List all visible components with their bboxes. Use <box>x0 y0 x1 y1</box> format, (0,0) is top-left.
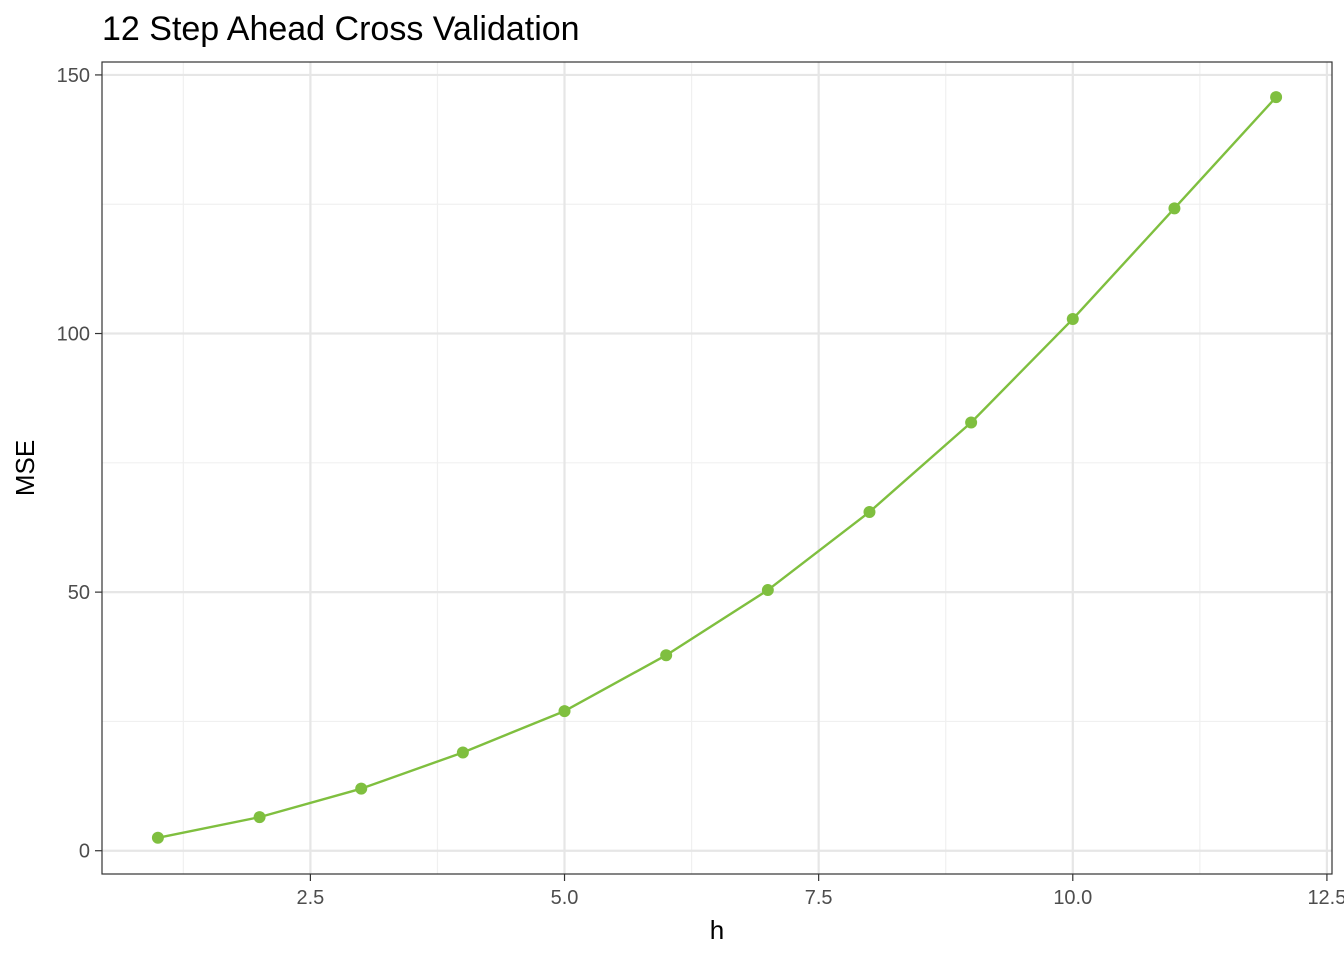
panel-border <box>101 61 1333 875</box>
data-point <box>1168 202 1181 215</box>
series-line <box>157 96 1277 839</box>
x-tick-label: 7.5 <box>805 887 833 909</box>
x-axis-title: h <box>710 915 724 945</box>
minor-grid <box>102 62 1332 874</box>
data-point <box>558 705 571 718</box>
major-grid <box>102 62 1332 874</box>
x-tick-label: 10.0 <box>1053 887 1092 909</box>
x-tick-label: 12.5 <box>1307 887 1344 909</box>
data-point <box>863 505 876 518</box>
series-layer <box>151 91 1283 844</box>
data-point <box>660 649 673 662</box>
y-tick-label: 50 <box>68 582 90 604</box>
y-tick-label: 150 <box>57 65 90 87</box>
y-axis: 0 50 100 150 <box>57 65 102 863</box>
chart-title: 12 Step Ahead Cross Validation <box>102 10 580 48</box>
data-point <box>151 831 164 844</box>
data-point <box>761 584 774 597</box>
data-point <box>1066 313 1079 326</box>
data-point <box>355 782 368 795</box>
data-point <box>1270 91 1283 104</box>
data-point <box>253 811 266 824</box>
data-point <box>456 746 469 759</box>
y-axis-title: MSE <box>10 440 40 496</box>
data-point <box>965 416 978 429</box>
y-tick-label: 100 <box>57 324 90 346</box>
x-tick-label: 2.5 <box>296 887 324 909</box>
x-tick-label: 5.0 <box>551 887 579 909</box>
x-axis: 2.5 5.0 7.5 10.0 12.5 <box>296 874 1344 909</box>
y-tick-label: 0 <box>79 841 90 863</box>
